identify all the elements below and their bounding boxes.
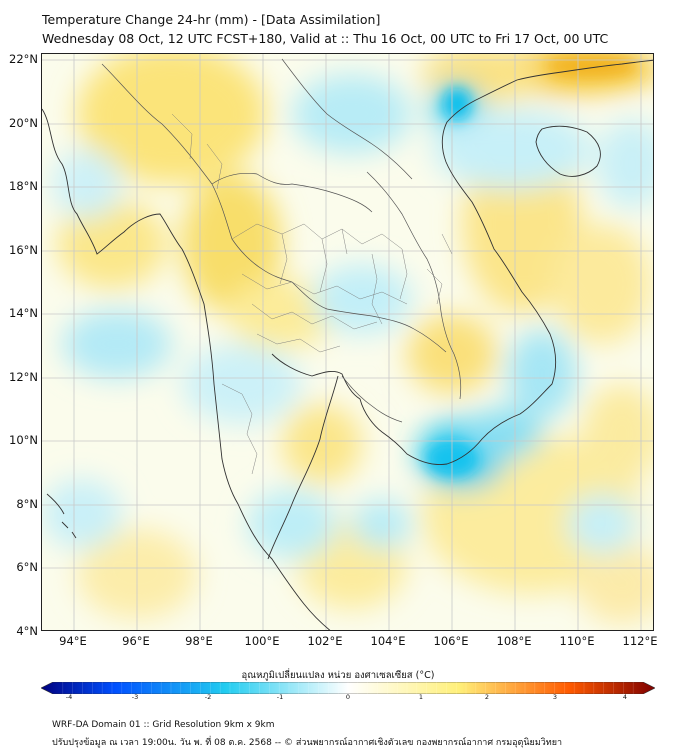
colorbar-tick: -3 [131, 693, 139, 701]
colorbar-title: อุณหภูมิเปลี่ยนแปลง หน่วย องศาเซลเซียส (… [241, 670, 435, 681]
colorbar-tick: -2 [204, 693, 212, 701]
lat-label: 20°N [9, 116, 38, 130]
graticule [42, 54, 653, 630]
lon-label: 106°E [433, 634, 469, 648]
chart-subtitle: Wednesday 08 Oct, 12 UTC FCST+180, Valid… [42, 31, 609, 46]
lon-label: 104°E [370, 634, 406, 648]
lon-label: 110°E [559, 634, 595, 648]
lat-label: 4°N [16, 624, 38, 638]
lat-label: 18°N [9, 179, 38, 193]
colorbar-tick: 1 [418, 693, 424, 701]
map-panel [41, 53, 654, 631]
province-borders [171, 113, 453, 475]
colorbar-graphic [40, 681, 656, 695]
lat-label: 16°N [9, 243, 38, 257]
chart-title: Temperature Change 24-hr (mm) - [Data As… [42, 12, 381, 27]
country-borders [101, 58, 462, 423]
lon-label: 94°E [59, 634, 87, 648]
colorbar [40, 679, 656, 695]
lon-label: 102°E [307, 634, 343, 648]
lon-label: 100°E [244, 634, 280, 648]
lat-label: 6°N [16, 560, 38, 574]
lat-label: 8°N [16, 497, 38, 511]
colorbar-tick: 4 [622, 693, 628, 701]
coastlines [42, 59, 653, 630]
update-credit: ปรับปรุงข้อมูล ณ เวลา 19:00น. วัน พ. ที่… [52, 738, 563, 748]
lon-label: 108°E [496, 634, 532, 648]
colorbar-tick: -1 [276, 693, 284, 701]
model-info: WRF-DA Domain 01 :: Grid Resolution 9km … [52, 720, 275, 730]
temperature-field-map [42, 54, 653, 630]
lon-label: 112°E [622, 634, 658, 648]
colorbar-tick: 3 [552, 693, 558, 701]
colorbar-tick: -4 [65, 693, 73, 701]
lon-label: 96°E [122, 634, 150, 648]
colorbar-tick: 2 [484, 693, 490, 701]
lat-label: 10°N [9, 433, 38, 447]
lat-label: 12°N [9, 370, 38, 384]
lon-label: 98°E [185, 634, 213, 648]
colorbar-tick: 0 [345, 693, 351, 701]
lat-label: 14°N [9, 306, 38, 320]
lat-label: 22°N [9, 52, 38, 66]
